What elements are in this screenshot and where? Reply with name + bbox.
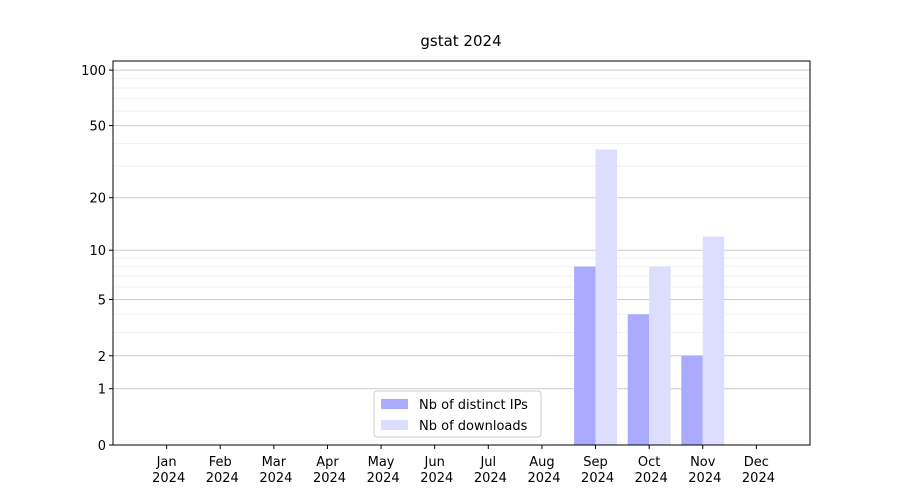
x-tick-label: Mar 2024: [255, 455, 292, 486]
x-tick-label: Jun 2024: [416, 455, 453, 486]
x-tick-label: Oct 2024: [631, 455, 668, 486]
x-tick-label: Jan 2024: [148, 455, 185, 486]
y-tick-label: 5: [98, 293, 106, 308]
bar: [595, 149, 617, 446]
x-tick-label: Apr 2024: [309, 455, 346, 486]
legend-box: [373, 390, 542, 438]
y-tick-label: 100: [81, 64, 106, 79]
y-tick-label: 10: [89, 244, 106, 259]
bar: [681, 355, 703, 445]
legend: Nb of distinct IPs Nb of downloads: [373, 390, 542, 438]
chart-title: gstat 2024: [420, 32, 501, 50]
y-tick-label: 1: [98, 383, 106, 398]
x-tick-label: Feb 2024: [202, 455, 239, 486]
bar: [702, 236, 725, 445]
bar: [574, 266, 596, 445]
y-tick-label: 50: [89, 120, 106, 135]
legend-label: Nb of distinct IPs: [419, 398, 528, 413]
x-tick-label: May 2024: [362, 455, 399, 486]
grid: [113, 69, 810, 446]
bar: [627, 314, 650, 445]
x-tick-label: Jul 2024: [470, 455, 507, 486]
y-tick-label: 0: [98, 439, 106, 454]
y-tick-label: 2: [98, 350, 106, 365]
legend-swatch: [381, 420, 408, 430]
y-tick-label: 20: [89, 192, 106, 207]
x-tick-label: Dec 2024: [738, 455, 775, 486]
x-tick-label: Nov 2024: [684, 455, 721, 486]
plot-frame: [112, 60, 811, 446]
legend-swatch: [381, 399, 408, 409]
x-tick-label: Sep 2024: [577, 455, 614, 486]
bar: [649, 266, 671, 445]
legend-label: Nb of downloads: [419, 419, 528, 434]
x-tick-label: Aug 2024: [523, 455, 560, 486]
